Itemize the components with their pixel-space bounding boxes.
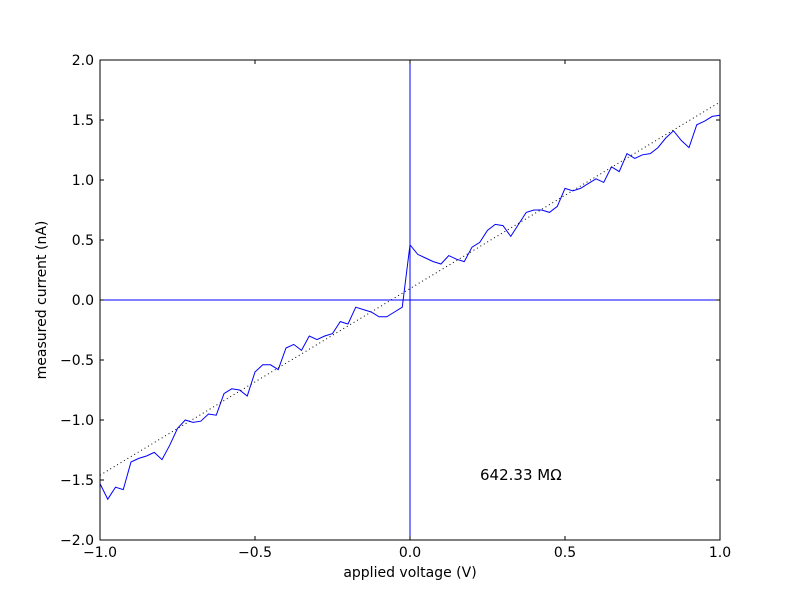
x-axis-label: applied voltage (V) [343, 565, 476, 581]
x-tick-label: −1.0 [83, 545, 117, 561]
x-tick-label: 0.0 [399, 545, 421, 561]
y-tick-label: −2.0 [60, 533, 94, 549]
y-tick-label: 1.5 [72, 113, 94, 129]
ticks: −1.0 −0.5 0.0 0.5 1.0 −2.0 −1.5 −1.0 −0.5 0.0 0.5 1… [60, 53, 731, 561]
y-tick-label: 2.0 [72, 53, 94, 69]
reference-lines [100, 60, 720, 540]
y-tick-label: −1.5 [60, 473, 94, 489]
x-tick-label: 1.0 [709, 545, 731, 561]
x-tick-label: −0.5 [238, 545, 272, 561]
resistance-annotation: 642.33 MΩ [480, 466, 562, 484]
y-tick-label: −0.5 [60, 353, 94, 369]
y-tick-label: −1.0 [60, 413, 94, 429]
y-tick-label: 0.0 [72, 293, 94, 309]
x-tick-label: 0.5 [554, 545, 576, 561]
y-tick-label: 1.0 [72, 173, 94, 189]
y-tick-label: 0.5 [72, 233, 94, 249]
fit-line [99, 101, 721, 476]
y-axis-label: measured current (nA) [34, 221, 50, 380]
